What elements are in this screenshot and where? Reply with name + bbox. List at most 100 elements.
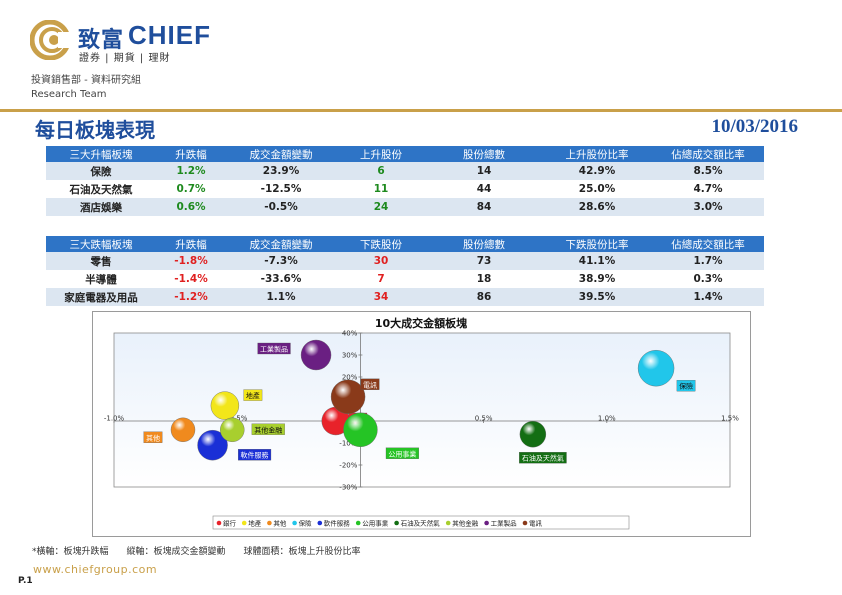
sector-name: 酒店娛樂 bbox=[46, 198, 156, 216]
turnover-change: -7.3% bbox=[226, 252, 336, 270]
turnover-share: 0.3% bbox=[652, 270, 764, 288]
page-title: 每日板塊表現 bbox=[35, 118, 155, 142]
y-tick-label: 40% bbox=[342, 330, 358, 338]
bubble-7 bbox=[220, 417, 245, 443]
legend-label: 其他 bbox=[273, 519, 287, 528]
turnover-change: -12.5% bbox=[226, 180, 336, 198]
column-header: 下跌股份比率 bbox=[542, 236, 652, 252]
total-stocks: 14 bbox=[426, 162, 542, 180]
logo-tagline: 證券 | 期貨 | 理財 bbox=[79, 53, 171, 64]
total-stocks: 84 bbox=[426, 198, 542, 216]
bubble-8 bbox=[300, 339, 332, 371]
column-header: 上升股份比率 bbox=[542, 146, 652, 162]
table-header-row: 三大跌幅板塊 升跌幅 成交金額變動 下跌股份 股份總數 下跌股份比率 佔總成交額… bbox=[46, 236, 764, 252]
chart-footnote: *橫軸：板塊升跌幅 縱軸：板塊成交金額變動 球體面積：板塊上升股份比率 bbox=[32, 544, 379, 557]
declining-ratio: 39.5% bbox=[542, 288, 652, 306]
column-header: 股份總數 bbox=[426, 146, 542, 162]
legend-label: 公用事業 bbox=[362, 519, 389, 528]
legend-marker bbox=[445, 520, 451, 526]
bubble-3 bbox=[637, 350, 675, 387]
legend-marker bbox=[267, 520, 272, 526]
website-link[interactable]: www.chiefgroup.com bbox=[33, 563, 158, 576]
advancing-ratio: 25.0% bbox=[542, 180, 652, 198]
total-stocks: 73 bbox=[426, 252, 542, 270]
column-header: 升跌幅 bbox=[156, 146, 226, 162]
legend-marker bbox=[484, 520, 489, 526]
footnote-bubble: 球體面積：板塊上升股份比率 bbox=[243, 547, 361, 557]
total-stocks: 18 bbox=[426, 270, 542, 288]
turnover-share: 1.7% bbox=[652, 252, 764, 270]
legend-marker bbox=[317, 520, 323, 526]
bubble-label-box bbox=[676, 380, 696, 392]
bubble-label-box bbox=[385, 447, 419, 459]
y-tick-label: -30% bbox=[339, 484, 357, 492]
bubble-2 bbox=[170, 417, 196, 443]
column-header: 下跌股份 bbox=[336, 236, 426, 252]
table-header-row: 三大升幅板塊 升跌幅 成交金額變動 上升股份 股份總數 上升股份比率 佔總成交額… bbox=[46, 146, 764, 162]
report-date: 10/03/2016 bbox=[711, 116, 798, 137]
bubble-6 bbox=[519, 420, 547, 448]
bubble-label: 保險 bbox=[679, 382, 693, 391]
turnover-share: 8.5% bbox=[652, 162, 764, 180]
bubble-label: 軟件服務 bbox=[241, 451, 269, 460]
bubble-label: 其他 bbox=[146, 433, 160, 442]
legend-marker bbox=[241, 520, 247, 526]
top-losers-table: 三大跌幅板塊 升跌幅 成交金額變動 下跌股份 股份總數 下跌股份比率 佔總成交額… bbox=[46, 236, 764, 306]
chief-logo-icon bbox=[30, 20, 70, 60]
sector-name: 保險 bbox=[46, 162, 156, 180]
advancing-count: 6 bbox=[336, 162, 426, 180]
declining-count: 34 bbox=[336, 288, 426, 306]
y-tick-label: -20% bbox=[339, 462, 357, 470]
legend-label: 其他金融 bbox=[452, 519, 479, 528]
department-name: 投資銷售部 - 資料研究組 bbox=[31, 75, 141, 86]
bubble-label-box bbox=[243, 389, 263, 401]
y-tick-label: -10% bbox=[339, 440, 357, 448]
legend-marker bbox=[216, 520, 222, 526]
turnover-share: 4.7% bbox=[652, 180, 764, 198]
y-tick-label: 20% bbox=[342, 374, 358, 382]
column-header: 佔總成交額比率 bbox=[652, 146, 764, 162]
turnover-change: -33.6% bbox=[226, 270, 336, 288]
column-header: 成交金額變動 bbox=[226, 146, 336, 162]
bubble-label: 石油及天然氣 bbox=[522, 454, 564, 463]
bubble-label-box bbox=[519, 452, 567, 464]
legend-label: 保險 bbox=[299, 519, 313, 528]
total-stocks: 44 bbox=[426, 180, 542, 198]
bubble-label: 公用事業 bbox=[388, 449, 416, 458]
advancing-count: 24 bbox=[336, 198, 426, 216]
legend-label: 銀行 bbox=[223, 519, 237, 528]
team-name: Research Team bbox=[31, 89, 107, 100]
logo-english-name: CHIEF bbox=[128, 20, 211, 50]
advancing-count: 11 bbox=[336, 180, 426, 198]
turnover-share: 1.4% bbox=[652, 288, 764, 306]
legend-marker bbox=[355, 520, 361, 526]
x-tick-label: -0.5% bbox=[227, 415, 248, 423]
department-info: 投資銷售部 - 資料研究組 Research Team bbox=[31, 74, 141, 102]
footnote-y-axis: 縱軸：板塊成交金額變動 bbox=[126, 547, 226, 557]
page-number: P.1 bbox=[18, 576, 33, 586]
bubble-label: 地產 bbox=[246, 391, 260, 400]
x-tick-label: 1.5% bbox=[721, 415, 739, 423]
legend-marker bbox=[292, 520, 297, 526]
logo-chinese-name: 致富 bbox=[78, 28, 125, 53]
turnover-change: 1.1% bbox=[226, 288, 336, 306]
bubble-label: 工業製品 bbox=[260, 345, 288, 354]
chart-title: 10大成交金額板塊 bbox=[375, 316, 467, 330]
bubble-label-box bbox=[360, 378, 380, 390]
advancing-ratio: 42.9% bbox=[542, 162, 652, 180]
column-header: 佔總成交額比率 bbox=[652, 236, 764, 252]
y-tick-label: 30% bbox=[342, 352, 358, 360]
bubble-label-box bbox=[238, 449, 272, 461]
total-stocks: 86 bbox=[426, 288, 542, 306]
legend-label: 工業製品 bbox=[491, 519, 517, 528]
x-tick-label: 0.5% bbox=[475, 415, 493, 423]
top-gainers-table: 三大升幅板塊 升跌幅 成交金額變動 上升股份 股份總數 上升股份比率 佔總成交額… bbox=[46, 146, 764, 216]
column-header: 三大跌幅板塊 bbox=[46, 236, 156, 252]
declining-count: 30 bbox=[336, 252, 426, 270]
bubble-label-box bbox=[143, 431, 163, 443]
table-row: 家庭電器及用品 -1.2% 1.1% 34 86 39.5% 1.4% bbox=[46, 288, 764, 306]
legend-label: 地產 bbox=[248, 519, 262, 528]
column-header: 股份總數 bbox=[426, 236, 542, 252]
sector-name: 半導體 bbox=[46, 270, 156, 288]
bubble-4 bbox=[197, 429, 228, 461]
